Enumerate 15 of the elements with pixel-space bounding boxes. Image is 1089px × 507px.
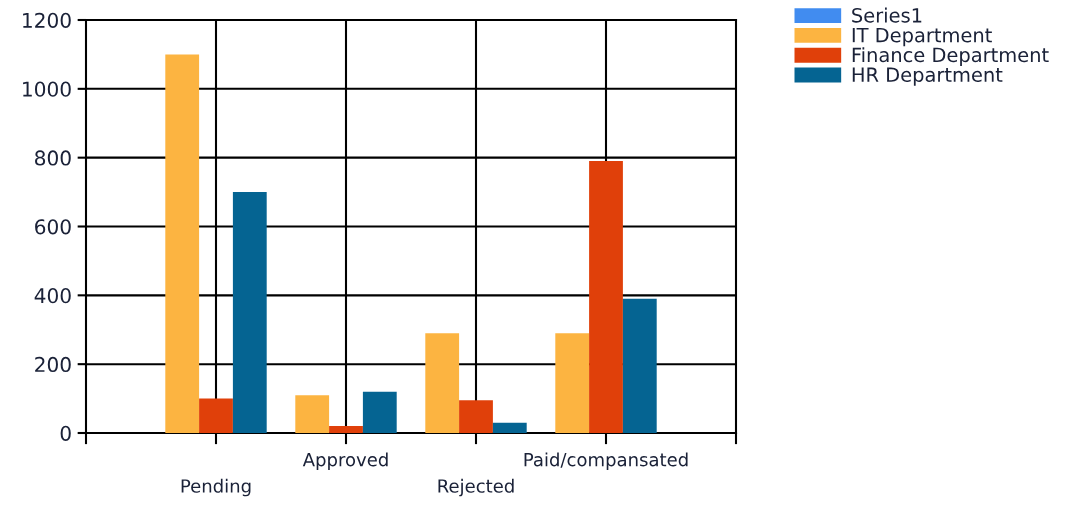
legend-label: Series1 (852, 7, 922, 23)
y-tick-label: 1000 (23, 81, 71, 97)
y-tick-label: 200 (35, 356, 71, 373)
y-tick-label: 800 (35, 150, 71, 166)
x-tick-label: Rejected (438, 478, 514, 497)
x-tick-label: Pending (181, 478, 251, 497)
y-tick-label: 0 (60, 425, 71, 441)
x-tick-label: Paid/compansated (524, 452, 688, 470)
y-tick-label: 600 (35, 219, 71, 235)
legend-label: Finance Department (852, 47, 1049, 67)
y-tick-label: 1200 (23, 12, 71, 28)
y-tick-label: 400 (34, 288, 71, 304)
legend-label: HR Department (852, 67, 1003, 86)
x-tick-label: Approved (302, 452, 388, 470)
legend-label: IT Department (852, 28, 992, 47)
